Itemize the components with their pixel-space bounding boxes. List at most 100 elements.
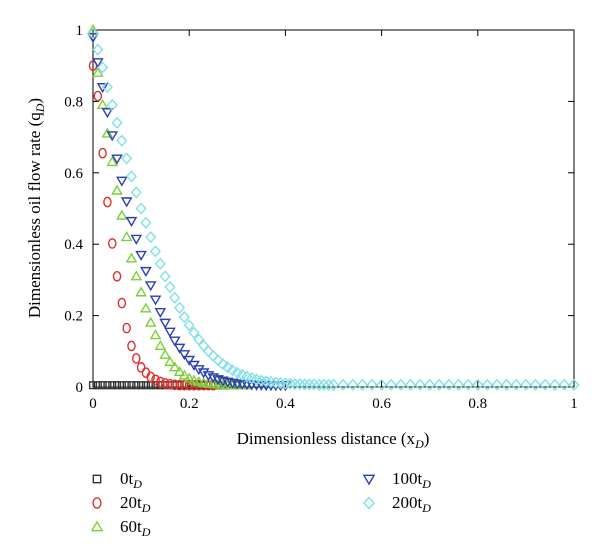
data-point bbox=[174, 301, 186, 314]
data-point bbox=[112, 271, 122, 282]
legend-label: 200tD bbox=[392, 493, 431, 515]
series-2 bbox=[87, 23, 253, 390]
data-point bbox=[549, 378, 561, 391]
data-point bbox=[151, 381, 160, 390]
data-point bbox=[178, 369, 191, 380]
data-point bbox=[529, 378, 542, 391]
data-point bbox=[568, 378, 580, 391]
legend-label-sub: D bbox=[132, 477, 142, 491]
plot-frame bbox=[92, 29, 575, 388]
y-tick-label: 0.2 bbox=[64, 309, 83, 325]
data-point bbox=[136, 362, 146, 373]
data-point bbox=[117, 297, 127, 309]
data-point bbox=[173, 365, 186, 377]
legend-item: 60tD bbox=[90, 517, 151, 539]
legend-label: 60tD bbox=[120, 517, 151, 539]
data-point bbox=[127, 340, 136, 352]
data-point bbox=[308, 378, 320, 391]
data-point bbox=[275, 376, 287, 390]
data-point bbox=[97, 61, 109, 74]
data-point bbox=[101, 127, 114, 138]
data-point bbox=[154, 257, 166, 270]
legend-label: 0tD bbox=[120, 469, 142, 491]
tick-labels: 0 0.2 0.4 0.6 0.8 1 0 0.2 0.4 0.6 0.8 1 bbox=[64, 23, 578, 412]
data-point bbox=[88, 381, 98, 390]
data-point bbox=[539, 378, 551, 391]
data-point bbox=[168, 361, 181, 372]
data-point bbox=[299, 378, 311, 391]
y-tick-label: 0.6 bbox=[64, 166, 83, 182]
y-axis-title: Dimensionless oil flow rate (qD) bbox=[25, 98, 47, 318]
data-point bbox=[130, 234, 143, 245]
data-point bbox=[107, 238, 117, 249]
data-point bbox=[145, 230, 157, 244]
data-point bbox=[144, 281, 157, 292]
data-point bbox=[279, 377, 291, 390]
data-point bbox=[135, 250, 147, 261]
legend-label-main: 60t bbox=[120, 517, 142, 536]
series-1 bbox=[88, 60, 218, 391]
data-point bbox=[192, 365, 205, 376]
data-point bbox=[270, 376, 282, 389]
legend-marker bbox=[90, 520, 104, 532]
data-point bbox=[103, 196, 112, 208]
data-point bbox=[414, 378, 426, 391]
data-point bbox=[433, 378, 445, 391]
data-point bbox=[140, 302, 152, 313]
data-point bbox=[173, 343, 186, 354]
legend-marker bbox=[92, 474, 102, 484]
data-point bbox=[149, 295, 162, 306]
data-point bbox=[108, 381, 117, 390]
legend-item: 0tD bbox=[92, 469, 142, 491]
data-point bbox=[192, 375, 205, 387]
legend-item: 100tD bbox=[362, 469, 431, 491]
data-point bbox=[121, 152, 133, 165]
data-point bbox=[197, 368, 210, 379]
data-point bbox=[120, 197, 133, 208]
y-tick-label: 1 bbox=[76, 23, 84, 39]
y-axis-title-sub: D bbox=[33, 103, 47, 113]
axis-ticks bbox=[92, 29, 575, 388]
data-point bbox=[376, 378, 388, 391]
data-point bbox=[188, 326, 200, 339]
data-point bbox=[149, 245, 162, 258]
data-point bbox=[92, 43, 104, 56]
data-point bbox=[193, 333, 205, 346]
data-point bbox=[98, 147, 107, 159]
legend-label-main: 100t bbox=[392, 469, 423, 488]
data-point bbox=[125, 216, 138, 228]
legend-label-main: 200t bbox=[392, 493, 423, 512]
data-point bbox=[135, 286, 147, 297]
series-4 bbox=[87, 27, 580, 391]
data-point bbox=[146, 371, 155, 383]
data-point bbox=[207, 373, 220, 384]
data-point bbox=[106, 156, 119, 167]
data-point bbox=[183, 355, 196, 366]
data-point bbox=[154, 339, 167, 351]
legend-label: 20tD bbox=[120, 493, 151, 515]
legend-label-sub: D bbox=[141, 525, 151, 539]
data-point bbox=[356, 378, 368, 391]
data-point bbox=[144, 316, 157, 327]
data-point bbox=[122, 381, 131, 390]
data-point bbox=[125, 170, 138, 183]
x-axis-title-sub: D bbox=[414, 437, 424, 451]
data-point bbox=[91, 66, 104, 77]
data-point bbox=[558, 378, 570, 391]
data-point bbox=[443, 378, 455, 391]
data-point bbox=[137, 381, 146, 390]
data-point bbox=[175, 379, 184, 391]
legend-label: 100tD bbox=[392, 469, 431, 491]
legend-label-sub: D bbox=[421, 477, 431, 491]
data-point bbox=[111, 154, 123, 165]
data-point bbox=[98, 381, 107, 390]
data-point bbox=[178, 310, 190, 324]
data-point bbox=[169, 291, 181, 304]
x-tick-label: 0.2 bbox=[180, 396, 199, 412]
data-point bbox=[91, 58, 104, 69]
data-point bbox=[159, 348, 171, 359]
data-point bbox=[366, 378, 378, 391]
data-point bbox=[106, 98, 118, 112]
series-3 bbox=[87, 33, 292, 392]
